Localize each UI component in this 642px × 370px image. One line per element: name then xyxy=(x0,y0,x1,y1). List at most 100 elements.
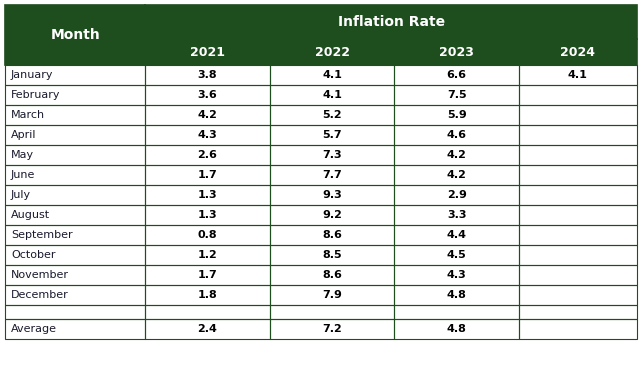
Text: 3.6: 3.6 xyxy=(198,90,218,100)
Bar xyxy=(145,265,270,285)
Bar xyxy=(394,65,519,85)
Text: 9.3: 9.3 xyxy=(322,190,342,200)
Text: 2021: 2021 xyxy=(190,46,225,58)
Bar xyxy=(394,265,519,285)
Bar xyxy=(519,105,637,125)
Text: 4.1: 4.1 xyxy=(322,90,342,100)
Bar xyxy=(145,225,270,245)
Bar xyxy=(394,39,519,65)
Bar xyxy=(519,145,637,165)
Bar xyxy=(5,305,145,319)
Text: 2.6: 2.6 xyxy=(198,150,218,160)
Text: 4.6: 4.6 xyxy=(447,130,467,140)
Bar xyxy=(270,319,394,339)
Text: June: June xyxy=(11,170,35,180)
Bar xyxy=(5,65,145,85)
Bar xyxy=(270,185,394,205)
Bar xyxy=(5,319,145,339)
Bar xyxy=(394,39,519,65)
Text: 1.8: 1.8 xyxy=(198,290,218,300)
Bar xyxy=(145,105,270,125)
Bar xyxy=(5,265,145,285)
Bar xyxy=(270,265,394,285)
Bar xyxy=(145,5,637,39)
Text: February: February xyxy=(11,90,60,100)
Bar xyxy=(519,265,637,285)
Bar xyxy=(394,65,519,85)
Bar xyxy=(394,185,519,205)
Bar xyxy=(394,305,519,319)
Bar xyxy=(5,285,145,305)
Bar xyxy=(394,85,519,105)
Text: 1.2: 1.2 xyxy=(198,250,218,260)
Bar xyxy=(519,305,637,319)
Bar xyxy=(394,265,519,285)
Bar xyxy=(145,145,270,165)
Text: 2023: 2023 xyxy=(439,46,474,58)
Bar xyxy=(5,85,145,105)
Bar xyxy=(394,105,519,125)
Bar xyxy=(145,5,637,39)
Bar xyxy=(394,205,519,225)
Bar xyxy=(145,319,270,339)
Bar xyxy=(519,39,637,65)
Text: 7.9: 7.9 xyxy=(322,290,342,300)
Bar xyxy=(270,319,394,339)
Text: 8.6: 8.6 xyxy=(322,270,342,280)
Bar xyxy=(394,305,519,319)
Bar xyxy=(5,165,145,185)
Text: May: May xyxy=(11,150,34,160)
Bar xyxy=(145,105,270,125)
Bar xyxy=(519,225,637,245)
Bar xyxy=(519,85,637,105)
Bar xyxy=(5,105,145,125)
Bar xyxy=(270,225,394,245)
Bar xyxy=(145,165,270,185)
Text: 7.2: 7.2 xyxy=(322,324,342,334)
Text: 5.2: 5.2 xyxy=(322,110,342,120)
Text: 3.3: 3.3 xyxy=(447,210,466,220)
Bar xyxy=(270,205,394,225)
Text: December: December xyxy=(11,290,69,300)
Bar xyxy=(519,319,637,339)
Text: 8.5: 8.5 xyxy=(322,250,342,260)
Bar xyxy=(270,185,394,205)
Bar xyxy=(394,125,519,145)
Text: 8.6: 8.6 xyxy=(322,230,342,240)
Bar xyxy=(270,125,394,145)
Bar xyxy=(5,245,145,265)
Text: 1.3: 1.3 xyxy=(198,190,218,200)
Text: 5.9: 5.9 xyxy=(447,110,467,120)
Bar xyxy=(270,65,394,85)
Text: August: August xyxy=(11,210,50,220)
Bar xyxy=(5,225,145,245)
Text: 5.7: 5.7 xyxy=(322,130,342,140)
Bar xyxy=(5,205,145,225)
Bar xyxy=(5,145,145,165)
Text: 4.3: 4.3 xyxy=(198,130,218,140)
Bar xyxy=(394,125,519,145)
Bar xyxy=(519,65,637,85)
Bar xyxy=(394,105,519,125)
Text: 4.1: 4.1 xyxy=(568,70,588,80)
Bar xyxy=(145,125,270,145)
Bar xyxy=(270,145,394,165)
Bar xyxy=(270,165,394,185)
Bar xyxy=(519,145,637,165)
Text: April: April xyxy=(11,130,37,140)
Text: 2.4: 2.4 xyxy=(198,324,218,334)
Bar xyxy=(270,265,394,285)
Bar xyxy=(5,125,145,145)
Bar xyxy=(270,245,394,265)
Text: 4.2: 4.2 xyxy=(198,110,218,120)
Text: 6.6: 6.6 xyxy=(447,70,467,80)
Bar xyxy=(394,145,519,165)
Bar xyxy=(270,39,394,65)
Bar xyxy=(145,185,270,205)
Bar xyxy=(519,125,637,145)
Bar xyxy=(145,185,270,205)
Bar xyxy=(270,105,394,125)
Bar xyxy=(519,165,637,185)
Bar xyxy=(145,205,270,225)
Bar xyxy=(145,39,270,65)
